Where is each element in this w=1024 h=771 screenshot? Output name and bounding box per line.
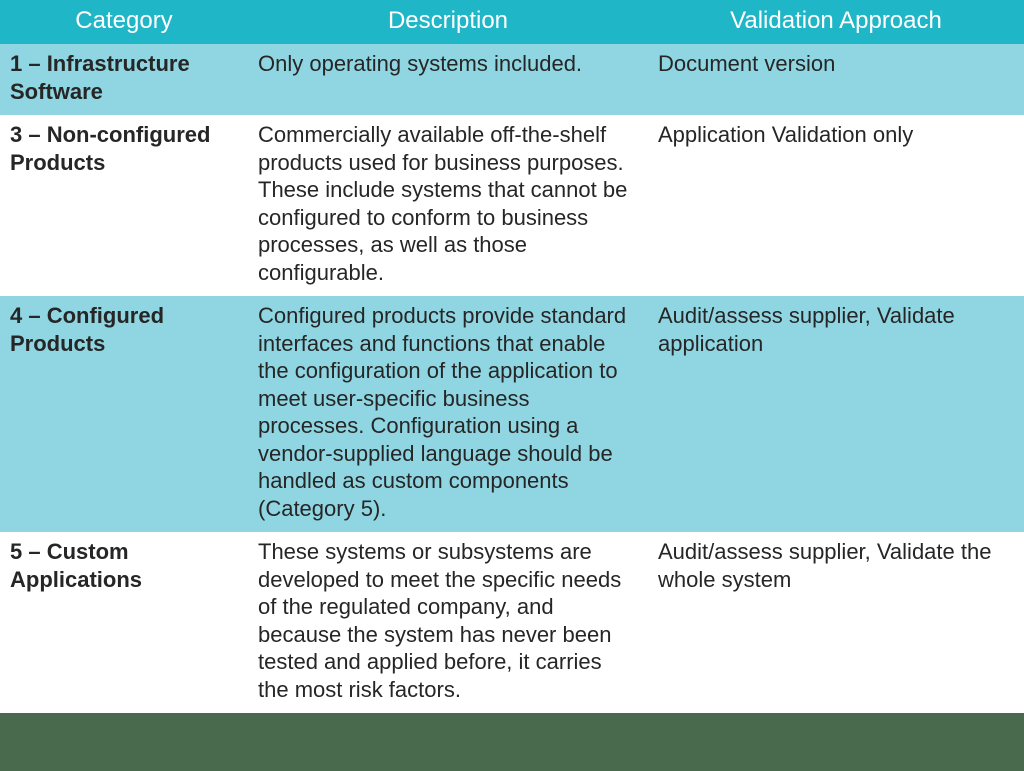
table-body: 1 – Infrastructure Software Only operati… [0,44,1024,713]
cell-category: 3 – Non-configured Products [0,115,248,296]
cell-category: 4 – Configured Products [0,296,248,532]
table-row: 3 – Non-configured Products Commercially… [0,115,1024,296]
col-header-category: Category [0,0,248,44]
col-header-validation: Validation Approach [648,0,1024,44]
cell-validation: Application Validation only [648,115,1024,296]
table-row: 5 – Custom Applications These systems or… [0,532,1024,713]
cell-validation: Document version [648,44,1024,115]
table-row: 1 – Infrastructure Software Only operati… [0,44,1024,115]
cell-description: Commercially available off-the-shelf pro… [248,115,648,296]
cell-validation: Audit/assess supplier, Validate the whol… [648,532,1024,713]
validation-table: Category Description Validation Approach… [0,0,1024,713]
col-header-description: Description [248,0,648,44]
table-header: Category Description Validation Approach [0,0,1024,44]
footer-bar [0,713,1024,771]
cell-validation: Audit/assess supplier, Validate applicat… [648,296,1024,532]
cell-category: 1 – Infrastructure Software [0,44,248,115]
cell-category: 5 – Custom Applications [0,532,248,713]
cell-description: These systems or subsystems are develope… [248,532,648,713]
cell-description: Only operating systems included. [248,44,648,115]
table-row: 4 – Configured Products Configured produ… [0,296,1024,532]
cell-description: Configured products provide standard int… [248,296,648,532]
page-root: Category Description Validation Approach… [0,0,1024,771]
